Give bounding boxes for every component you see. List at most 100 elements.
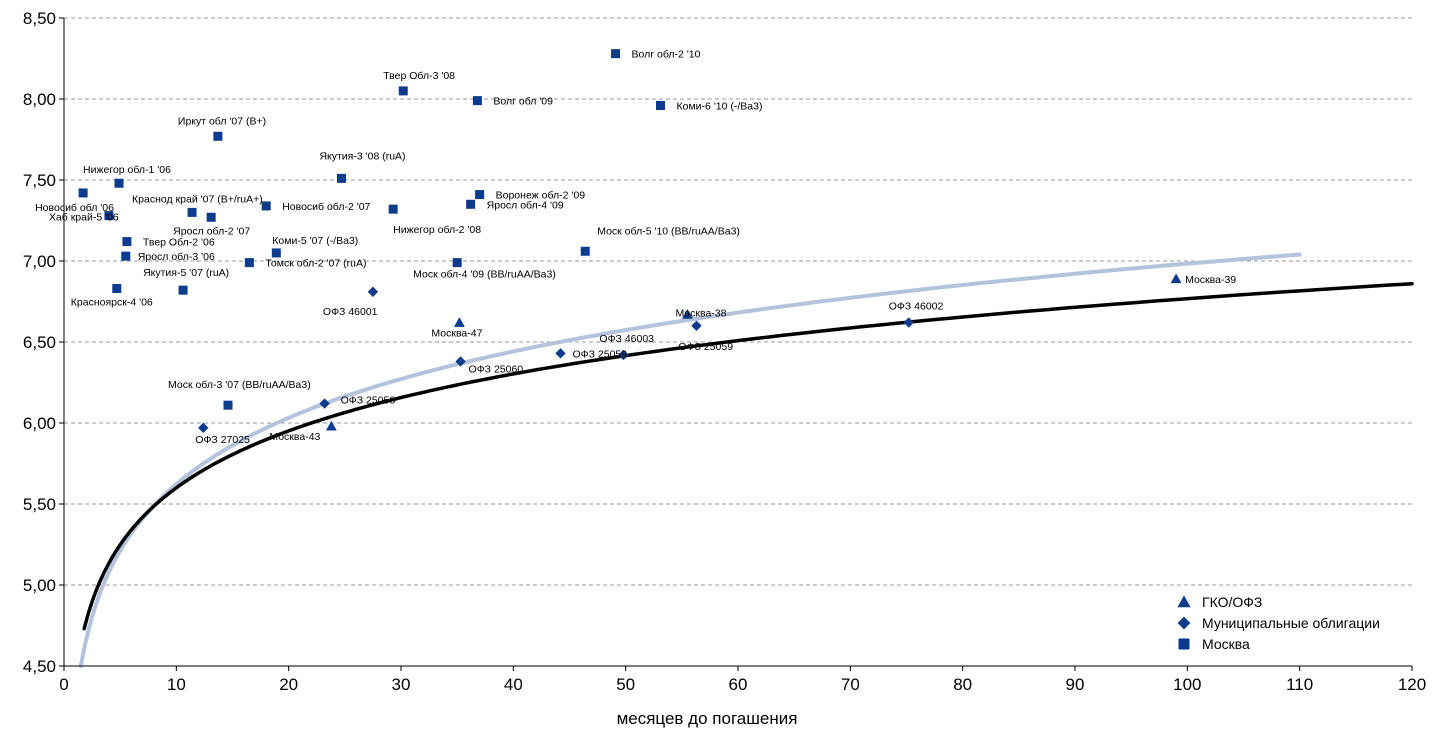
triangle-marker <box>454 317 465 327</box>
square-marker <box>114 178 124 188</box>
y-tick-label: 7,00 <box>23 252 56 271</box>
data-points <box>78 49 1182 434</box>
x-tick-label: 90 <box>1066 675 1085 694</box>
point-label: Яросл обл-2 '07 <box>173 225 250 237</box>
yield-curve-light <box>78 252 1302 668</box>
point-label: Волг обл '09 <box>493 96 553 108</box>
x-tick-label: 20 <box>279 675 298 694</box>
x-tick-label: 110 <box>1286 675 1313 694</box>
square-marker <box>178 285 188 295</box>
point-label: Новосиб обл '06 <box>35 202 114 214</box>
y-tick-label: 6,50 <box>23 333 56 352</box>
square-marker <box>122 237 132 247</box>
triangle-marker <box>1170 273 1182 284</box>
point-label: Москва-47 <box>431 328 482 340</box>
square-marker <box>398 86 408 96</box>
legend-square-icon <box>1178 638 1190 650</box>
x-tick-label: 80 <box>953 675 972 694</box>
square-marker <box>187 207 197 217</box>
square-marker <box>213 131 223 141</box>
triangle-marker <box>325 420 337 431</box>
point-label: Хаб край-5 '06 <box>49 212 119 224</box>
x-axis-title: месяцев до погашения <box>617 709 798 728</box>
point-label: Коми-5 '07 (-/Ba3) <box>272 235 358 247</box>
point-label: Новосиб обл-2 '07 <box>282 201 370 213</box>
point-label: Моск обл-3 '07 (BB/ruAA/Ba3) <box>168 379 311 391</box>
point-label: ОФЗ 46001 <box>323 306 378 318</box>
diamond-marker <box>618 349 629 361</box>
x-tick-label: 10 <box>167 675 186 694</box>
legend-triangle-icon <box>1177 595 1191 608</box>
square-marker <box>388 204 398 214</box>
legend: ГКО/ОФЗ Муниципальные облигации Москва <box>1177 594 1380 652</box>
square-marker <box>271 248 281 258</box>
legend-entry: Муниципальные облигации <box>1202 615 1380 631</box>
diamond-marker <box>198 422 209 434</box>
square-marker <box>223 400 233 410</box>
square-marker <box>206 212 216 222</box>
yield-curve-dark <box>82 281 1414 631</box>
square-marker <box>336 173 346 183</box>
point-label: Воронеж обл-2 '09 <box>496 190 586 202</box>
point-label: ОФЗ 46003 <box>599 333 654 345</box>
x-tick-label: 30 <box>392 675 411 694</box>
y-tick-label: 5,00 <box>23 576 56 595</box>
point-label: Томск обл-2 '07 (ruA) <box>265 258 366 270</box>
point-label: Москва-39 <box>1185 274 1236 286</box>
axes: 4,50 5,00 5,50 6,00 6,50 7,00 7,50 8,00 8,50 0 10 2… <box>23 9 1426 694</box>
diamond-marker <box>903 317 914 328</box>
point-label: Москва-38 <box>675 307 726 319</box>
point-label: Моск обл-5 '10 (BB/ruAA/Ba3) <box>597 225 740 237</box>
point-label: Яросл обл-3 '06 <box>138 251 215 263</box>
square-marker <box>655 100 665 110</box>
point-label: ОФЗ 25060 <box>469 363 524 375</box>
point-label: Яросл обл-4 '09 <box>487 199 564 211</box>
diamond-marker <box>319 398 330 409</box>
legend-entry: ГКО/ОФЗ <box>1202 594 1262 610</box>
point-label: ОФЗ 27025 <box>195 434 250 446</box>
x-tick-label: 100 <box>1173 675 1201 694</box>
diamond-marker <box>455 356 466 367</box>
legend-diamond-icon <box>1177 616 1191 630</box>
x-tick-label: 70 <box>841 675 860 694</box>
diamond-marker <box>367 286 379 297</box>
x-tick-label: 50 <box>616 675 635 694</box>
x-tick-label: 40 <box>504 675 523 694</box>
square-marker <box>121 251 131 261</box>
triangle-marker <box>682 309 693 319</box>
square-marker <box>452 258 462 268</box>
y-tick-label: 5,50 <box>23 495 56 514</box>
square-marker <box>244 258 254 268</box>
point-label: Якутия-5 '07 (ruA) <box>143 267 229 279</box>
square-marker <box>466 199 476 209</box>
point-label: Москва-43 <box>269 431 320 443</box>
square-marker <box>112 284 122 294</box>
x-tick-label: 120 <box>1398 675 1426 694</box>
legend-entry: Москва <box>1202 636 1250 652</box>
y-tick-label: 8,50 <box>23 9 56 28</box>
point-label: ОФЗ 25058 <box>341 395 396 407</box>
point-label: Якутия-3 '08 (ruA) <box>319 150 405 162</box>
square-marker <box>261 201 271 211</box>
yield-curves <box>78 252 1414 668</box>
point-label: Красноярск-4 '06 <box>71 297 153 309</box>
point-label: Иркут обл '07 (B+) <box>178 115 266 127</box>
square-marker <box>580 246 590 256</box>
square-marker <box>78 188 88 198</box>
x-tick-label: 60 <box>729 675 748 694</box>
square-marker <box>611 49 621 59</box>
diamond-marker <box>691 320 702 331</box>
point-label: Краснод край '07 (B+/ruA+) <box>132 193 263 205</box>
square-marker <box>475 190 485 200</box>
gridlines <box>64 17 1412 586</box>
point-label: ОФЗ 25059 <box>573 348 628 360</box>
point-label: Волг обл-2 '10 <box>632 49 701 61</box>
point-label: Моск обл-4 '09 (BB/ruAA/Ba3) <box>413 269 556 281</box>
point-label: Нижегор обл-2 '08 <box>393 224 481 236</box>
square-marker <box>472 96 482 106</box>
point-label: Коми-6 '10 (-/Ba3) <box>676 100 762 112</box>
diamond-marker <box>555 348 566 359</box>
point-label: ОФЗ 25059 <box>678 341 733 353</box>
y-tick-label: 7,50 <box>23 171 56 190</box>
